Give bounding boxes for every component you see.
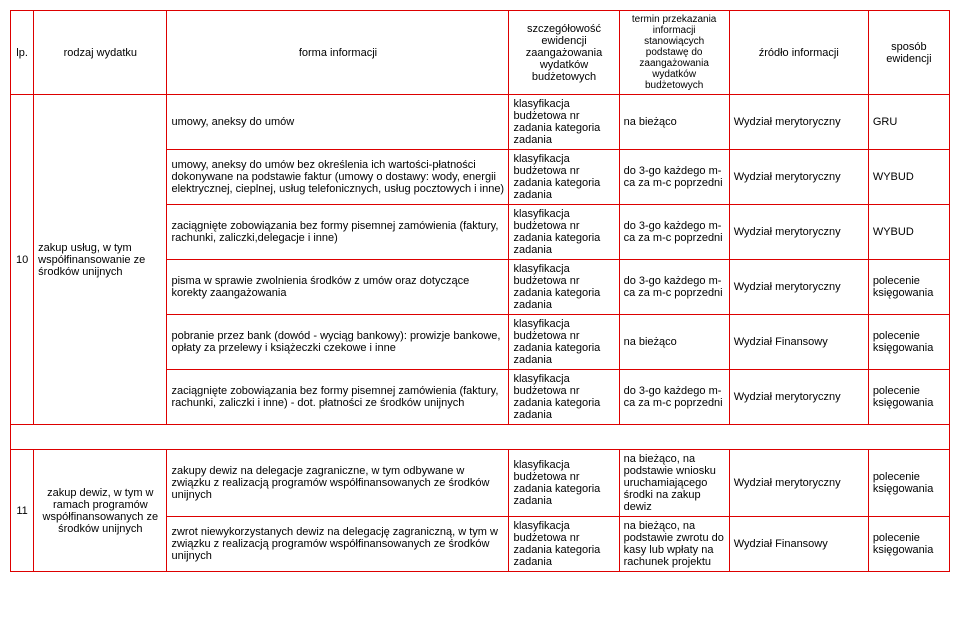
cell-szcz: klasyfikacja budżetowa nr zadania katego…: [509, 205, 619, 260]
cell-termin: do 3-go każdego m-ca za m-c poprzedni: [619, 150, 729, 205]
cell-forma: zaciągnięte zobowiązania bez formy pisem…: [167, 370, 509, 425]
cell-zrodlo: Wydział merytoryczny: [729, 260, 868, 315]
cell-termin: na bieżąco, na podstawie zwrotu do kasy …: [619, 517, 729, 572]
budget-table: lp. rodzaj wydatku forma informacji szcz…: [10, 10, 950, 572]
cell-forma: zakupy dewiz na delegacje zagraniczne, w…: [167, 450, 509, 517]
cell-szcz: klasyfikacja budżetowa nr zadania katego…: [509, 150, 619, 205]
header-termin: termin przekazania informacji stanowiący…: [619, 11, 729, 95]
cell-termin: do 3-go każdego m-ca za m-c poprzedni: [619, 260, 729, 315]
cell-zrodlo: Wydział Finansowy: [729, 517, 868, 572]
cell-forma: zaciągnięte zobowiązania bez formy pisem…: [167, 205, 509, 260]
header-lp: lp.: [11, 11, 34, 95]
cell-rodzaj: zakup usług, w tym współfinansowanie ze …: [34, 95, 167, 425]
cell-sposob: polecenie księgowania: [868, 370, 949, 425]
cell-szcz: klasyfikacja budżetowa nr zadania katego…: [509, 517, 619, 572]
cell-sposob: polecenie księgowania: [868, 517, 949, 572]
cell-termin: na bieżąco, na podstawie wniosku urucham…: [619, 450, 729, 517]
header-sposob: sposób ewidencji: [868, 11, 949, 95]
cell-sposob: WYBUD: [868, 205, 949, 260]
cell-sposob: WYBUD: [868, 150, 949, 205]
cell-forma: pisma w sprawie zwolnienia środków z umó…: [167, 260, 509, 315]
spacer-row: [11, 425, 950, 450]
cell-sposob: polecenie księgowania: [868, 260, 949, 315]
cell-szcz: klasyfikacja budżetowa nr zadania katego…: [509, 450, 619, 517]
cell-termin: na bieżąco: [619, 95, 729, 150]
cell-szcz: klasyfikacja budżetowa nr zadania katego…: [509, 95, 619, 150]
cell-zrodlo: Wydział Finansowy: [729, 315, 868, 370]
cell-szcz: klasyfikacja budżetowa nr zadania katego…: [509, 260, 619, 315]
cell-sposob: GRU: [868, 95, 949, 150]
cell-sposob: polecenie księgowania: [868, 450, 949, 517]
cell-zrodlo: Wydział merytoryczny: [729, 150, 868, 205]
header-zrodlo: źródło informacji: [729, 11, 868, 95]
cell-szcz: klasyfikacja budżetowa nr zadania katego…: [509, 370, 619, 425]
table-row: 10 zakup usług, w tym współfinansowanie …: [11, 95, 950, 150]
header-forma: forma informacji: [167, 11, 509, 95]
cell-zrodlo: Wydział merytoryczny: [729, 95, 868, 150]
cell-rodzaj: zakup dewiz, w tym w ramach programów ws…: [34, 450, 167, 572]
cell-forma: pobranie przez bank (dowód - wyciąg bank…: [167, 315, 509, 370]
header-row: lp. rodzaj wydatku forma informacji szcz…: [11, 11, 950, 95]
cell-sposob: polecenie księgowania: [868, 315, 949, 370]
cell-zrodlo: Wydział merytoryczny: [729, 450, 868, 517]
cell-termin: na bieżąco: [619, 315, 729, 370]
cell-forma: umowy, aneksy do umów: [167, 95, 509, 150]
cell-zrodlo: Wydział merytoryczny: [729, 205, 868, 260]
cell-lp: 10: [11, 95, 34, 425]
cell-termin: do 3-go każdego m-ca za m-c poprzedni: [619, 370, 729, 425]
cell-forma: umowy, aneksy do umów bez określenia ich…: [167, 150, 509, 205]
header-szcz: szczegółowość ewidencji zaangażowania wy…: [509, 11, 619, 95]
cell-lp: 11: [11, 450, 34, 572]
cell-szcz: klasyfikacja budżetowa nr zadania katego…: [509, 315, 619, 370]
cell-forma: zwrot niewykorzystanych dewiz na delegac…: [167, 517, 509, 572]
header-rodzaj: rodzaj wydatku: [34, 11, 167, 95]
cell-zrodlo: Wydział merytoryczny: [729, 370, 868, 425]
table-row: 11 zakup dewiz, w tym w ramach programów…: [11, 450, 950, 517]
cell-termin: do 3-go każdego m-ca za m-c poprzedni: [619, 205, 729, 260]
